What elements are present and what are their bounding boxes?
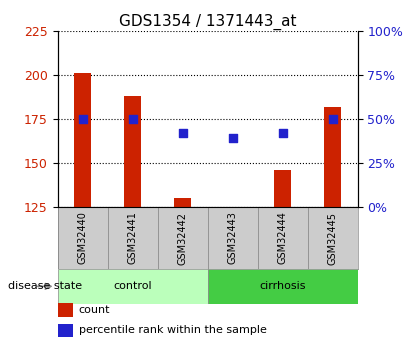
Bar [124, 96, 141, 207]
Text: GSM32444: GSM32444 [277, 211, 288, 265]
Bar [157, 207, 208, 269]
Point [179, 130, 186, 136]
Text: GSM32441: GSM32441 [127, 211, 138, 265]
Bar [307, 207, 358, 269]
Bar [258, 207, 307, 269]
Bar [58, 304, 73, 317]
Bar [108, 207, 157, 269]
Point [129, 116, 136, 122]
Text: disease state: disease state [8, 282, 82, 291]
Bar [58, 269, 208, 304]
Bar [274, 170, 291, 207]
Text: GSM32445: GSM32445 [328, 211, 337, 265]
Text: GSM32440: GSM32440 [78, 211, 88, 265]
Point [279, 130, 286, 136]
Bar [74, 73, 91, 207]
Title: GDS1354 / 1371443_at: GDS1354 / 1371443_at [119, 13, 296, 30]
Bar [58, 324, 73, 337]
Bar [174, 198, 191, 207]
Point [329, 116, 336, 122]
Bar [208, 269, 358, 304]
Point [229, 136, 236, 141]
Text: percentile rank within the sample: percentile rank within the sample [79, 325, 266, 335]
Text: control: control [113, 282, 152, 291]
Text: cirrhosis: cirrhosis [259, 282, 306, 291]
Bar [208, 207, 258, 269]
Bar [58, 207, 108, 269]
Text: count: count [79, 305, 110, 315]
Bar [324, 107, 341, 207]
Text: GSM32443: GSM32443 [228, 211, 238, 265]
Text: GSM32442: GSM32442 [178, 211, 187, 265]
Point [79, 116, 86, 122]
Bar [224, 207, 241, 210]
